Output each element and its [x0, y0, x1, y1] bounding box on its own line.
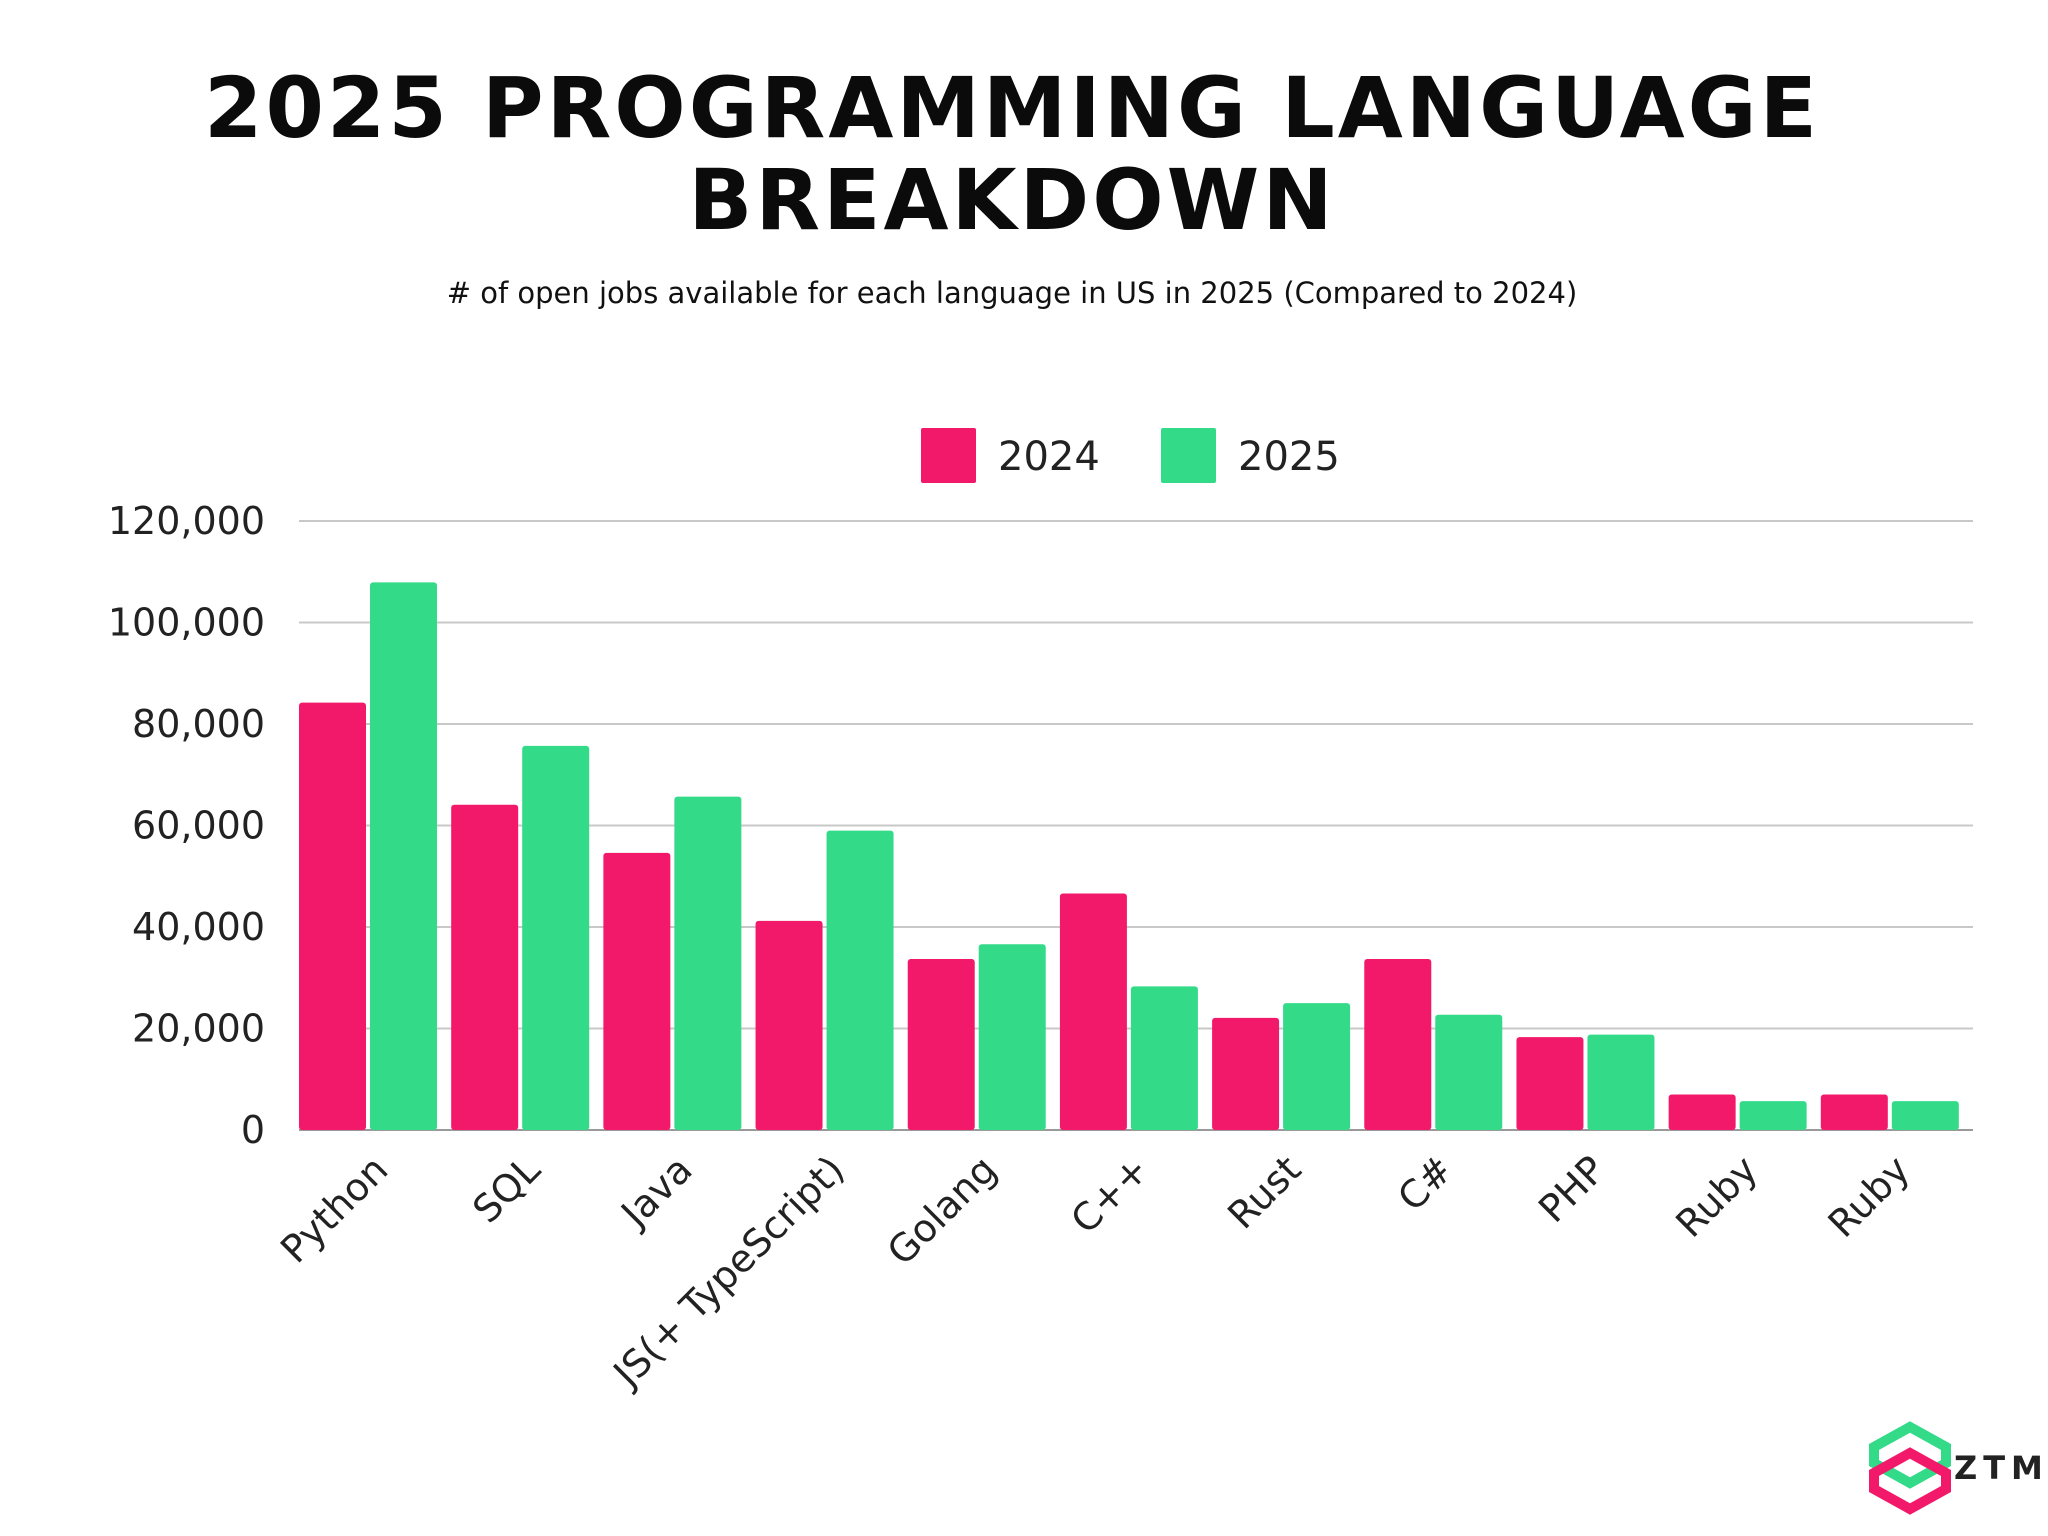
x-tick-label: Ruby [1820, 1147, 1919, 1246]
bar-2025-3 [826, 830, 894, 1130]
x-tick-label: PHP [1530, 1147, 1614, 1231]
x-tick-label: SQL [464, 1147, 548, 1231]
x-tick-label: C++ [1062, 1147, 1157, 1242]
bar-2025-4 [978, 944, 1046, 1130]
bar-2025-5 [1130, 986, 1198, 1130]
bar-2024-0 [299, 702, 366, 1130]
y-tick-label: 20,000 [132, 1007, 265, 1051]
logo-mark-icon [1869, 1421, 1951, 1515]
bar-2025-7 [1435, 1014, 1503, 1130]
bar-2025-2 [674, 796, 742, 1130]
x-tick-label: Golang [879, 1147, 1005, 1273]
x-tick-label: Ruby [1667, 1147, 1766, 1246]
bar-2025-9 [1739, 1101, 1807, 1130]
chart-subtitle: # of open jobs available for each langua… [446, 276, 1578, 310]
legend-swatch-2024 [921, 428, 976, 483]
bar-2025-1 [522, 745, 590, 1130]
y-tick-label: 120,000 [108, 499, 265, 543]
y-tick-label: 60,000 [132, 804, 265, 848]
chart-title: 2025 PROGRAMMING LANGUAGE BREAKDOWN [204, 59, 1820, 249]
bar-2024-1 [451, 804, 519, 1130]
bar-2024-8 [1516, 1037, 1584, 1130]
bar-2024-9 [1668, 1094, 1736, 1130]
y-tick-label: 100,000 [108, 601, 265, 645]
bar-2025-0 [370, 582, 437, 1130]
x-tick-label: C# [1389, 1147, 1461, 1219]
bar-2025-6 [1283, 1003, 1351, 1130]
bar-2024-6 [1212, 1017, 1280, 1130]
legend-swatch-2025 [1161, 428, 1216, 483]
y-tick-label: 80,000 [132, 702, 265, 746]
y-tick-label: 0 [241, 1108, 265, 1152]
bar-2024-10 [1820, 1094, 1888, 1130]
bar-2024-7 [1364, 958, 1432, 1130]
bar-2025-10 [1891, 1101, 1959, 1130]
legend-label: 2024 [998, 434, 1100, 480]
bar-2024-3 [755, 920, 823, 1130]
bar-2025-8 [1587, 1034, 1655, 1130]
bar-2024-4 [907, 958, 975, 1130]
x-tick-label: Rust [1219, 1147, 1309, 1237]
y-tick-label: 40,000 [132, 905, 265, 949]
logo-text: ZTM [1954, 1449, 2048, 1487]
ztm-logo: ZTM [1869, 1421, 2048, 1515]
x-tick-label: Python [272, 1147, 396, 1271]
bar-2024-5 [1059, 893, 1127, 1130]
x-tick-label: Java [611, 1147, 700, 1236]
legend-label: 2025 [1238, 434, 1340, 480]
bar-2024-2 [603, 852, 671, 1130]
